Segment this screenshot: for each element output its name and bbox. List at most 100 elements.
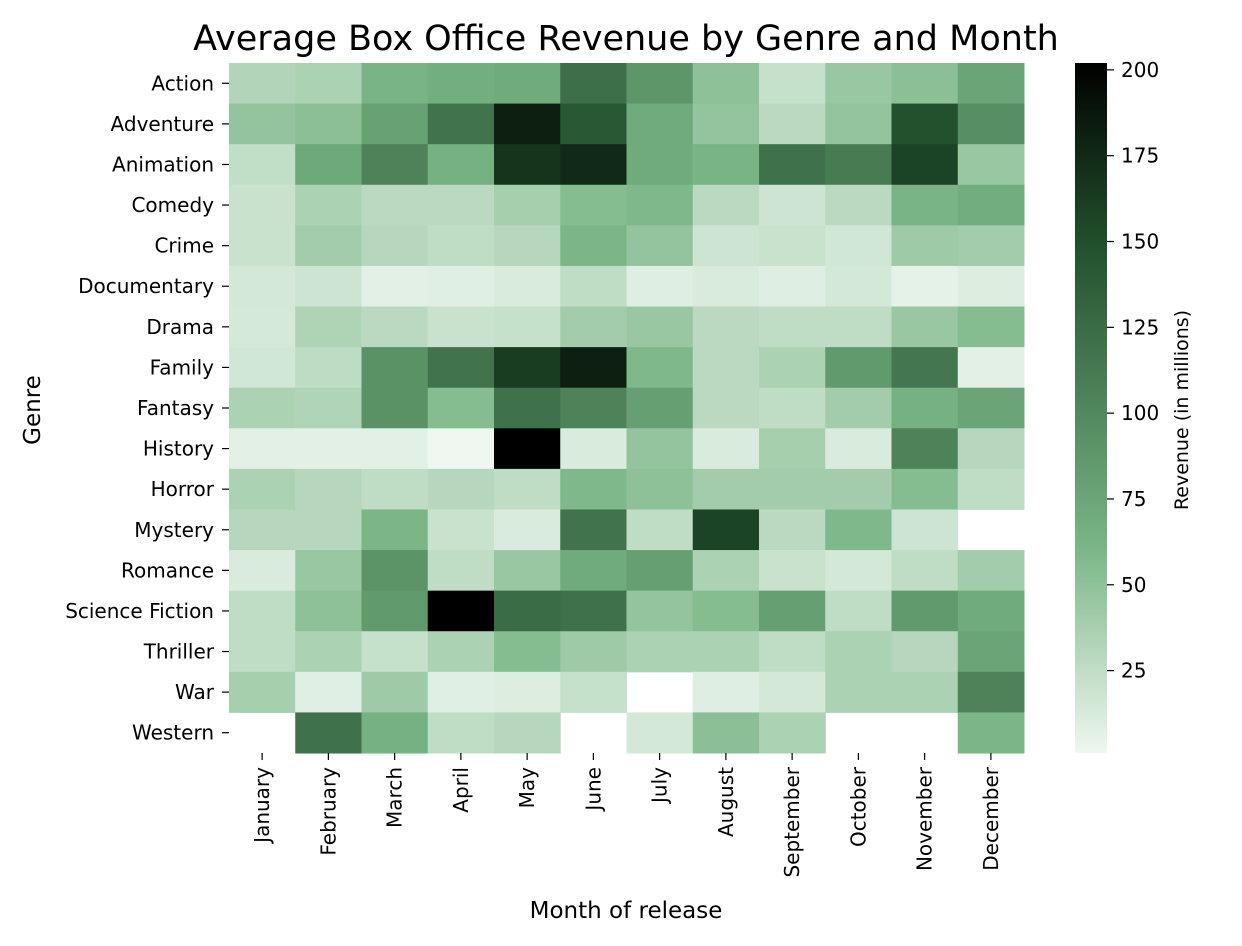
heatmap-cell: [295, 387, 362, 429]
heatmap-cell: [891, 509, 959, 551]
x-tick-label: October: [846, 766, 870, 847]
heatmap-cell: [229, 428, 296, 470]
heatmap-cell: [692, 712, 760, 754]
heatmap-cell: [759, 468, 826, 510]
heatmap-cell: [957, 184, 1025, 226]
heatmap-cell: [560, 265, 627, 308]
heatmap-cell: [891, 590, 959, 632]
heatmap-cell: [560, 509, 627, 551]
heatmap-cell: [229, 184, 296, 226]
heatmap-cell: [825, 63, 892, 105]
heatmap-cell: [494, 306, 561, 348]
heatmap-cell: [295, 712, 362, 754]
colorbar-label: Revenue (in millions): [1171, 310, 1193, 510]
heatmap-cell: [361, 712, 429, 754]
heatmap-cell: [692, 550, 760, 592]
heatmap-cell: [891, 306, 959, 348]
heatmap-cell: [957, 306, 1025, 348]
heatmap-cell: [361, 225, 429, 267]
heatmap-cell: [626, 306, 694, 348]
heatmap-cell: [361, 103, 429, 145]
y-tick-label: Horror: [151, 477, 215, 501]
heatmap-cell: [825, 306, 892, 348]
heatmap-cell: [229, 347, 296, 389]
heatmap-cell: [427, 631, 495, 673]
heatmap-cell: [229, 63, 296, 105]
heatmap-cell: [759, 550, 826, 592]
heatmap-cell: [825, 509, 892, 551]
heatmap-cell: [229, 265, 296, 308]
x-tick-label: August: [714, 767, 738, 837]
heatmap-cell: [295, 225, 362, 267]
x-tick-label: May: [515, 767, 539, 809]
x-tick-label: July: [648, 767, 672, 805]
heatmap-cell: [427, 306, 495, 348]
heatmap-cell: [759, 265, 826, 308]
heatmap-cell: [560, 468, 627, 510]
heatmap-cell: [626, 631, 694, 673]
heatmap-cell: [229, 225, 296, 267]
heatmap-cell: [560, 306, 627, 348]
heatmap-cell: [361, 671, 429, 713]
heatmap-cell: [626, 184, 694, 226]
heatmap-cell: [560, 387, 627, 429]
heatmap-cell: [361, 468, 429, 510]
heatmap-cell: [427, 468, 495, 510]
heatmap-cell: [957, 225, 1025, 267]
heatmap-cell: [427, 590, 495, 632]
heatmap-cell: [825, 225, 892, 267]
heatmap-cell: [692, 184, 760, 226]
heatmap-cell: [560, 631, 627, 673]
heatmap-cell: [560, 428, 627, 470]
heatmap-cell: [361, 265, 429, 308]
heatmap-cell: [759, 184, 826, 226]
colorbar-tick-label: 50: [1121, 573, 1146, 597]
x-tick-label: January: [250, 767, 274, 845]
heatmap-cell: [891, 225, 959, 267]
y-tick-label: Science Fiction: [65, 599, 214, 623]
heatmap-cell: [825, 428, 892, 470]
heatmap-cell: [626, 144, 694, 186]
heatmap-cell: [626, 712, 694, 754]
heatmap-cell: [626, 103, 694, 145]
heatmap-cell: [229, 590, 296, 632]
y-tick-label: Romance: [121, 558, 214, 582]
heatmap-cell: [626, 225, 694, 267]
heatmap-cell: [957, 265, 1025, 308]
colorbar-ticks: 25 50 75 100 125 150 175 200: [1107, 58, 1159, 683]
heatmap-cell: [494, 428, 561, 470]
heatmap-cell: [560, 63, 627, 105]
heatmap-cell: [560, 184, 627, 226]
x-tick-label: February: [316, 767, 340, 856]
heatmap-cell: [427, 712, 495, 754]
heatmap-cell: [692, 509, 760, 551]
heatmap-cell: [825, 144, 892, 186]
heatmap-cell: [427, 63, 495, 105]
y-axis-label: Genre: [20, 375, 46, 445]
heatmap-cell: [560, 550, 627, 592]
y-tick-label: Crime: [154, 234, 214, 258]
heatmap-cell: [229, 103, 296, 145]
heatmap-cell: [427, 671, 495, 713]
heatmap-cell: [759, 103, 826, 145]
heatmap-cell: [626, 347, 694, 389]
y-tick-label: Fantasy: [137, 396, 214, 420]
heatmap-cell: [957, 387, 1025, 429]
y-tick-label: Animation: [112, 152, 214, 176]
heatmap-cell: [229, 306, 296, 348]
heatmap-cell: [361, 631, 429, 673]
y-tick-label: Mystery: [134, 518, 214, 542]
heatmap-cell: [295, 671, 362, 713]
heatmap-cell: [759, 63, 826, 105]
heatmap-cell: [626, 590, 694, 632]
heatmap-cell: [361, 387, 429, 429]
heatmap-cell: [295, 468, 362, 510]
heatmap-cell: [361, 144, 429, 186]
y-tick-label: Thriller: [143, 640, 215, 664]
heatmap-cell: [295, 428, 362, 470]
y-tick-label: History: [143, 437, 214, 461]
heatmap-cell: [427, 347, 495, 389]
heatmap-cell: [427, 103, 495, 145]
heatmap-cell: [957, 671, 1025, 713]
